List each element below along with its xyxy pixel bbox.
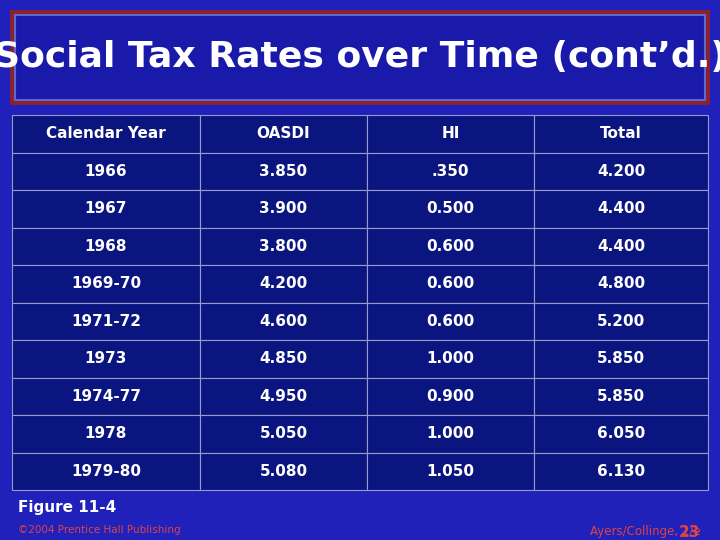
- Text: 4.850: 4.850: [259, 351, 307, 366]
- FancyBboxPatch shape: [367, 453, 534, 490]
- Text: 1967: 1967: [85, 201, 127, 216]
- Text: 3.850: 3.850: [259, 164, 307, 179]
- Text: 0.500: 0.500: [426, 201, 474, 216]
- FancyBboxPatch shape: [12, 302, 200, 340]
- FancyBboxPatch shape: [367, 190, 534, 227]
- FancyBboxPatch shape: [534, 340, 708, 377]
- Text: 1.000: 1.000: [426, 426, 474, 441]
- FancyBboxPatch shape: [534, 190, 708, 227]
- Text: 4.800: 4.800: [597, 276, 645, 291]
- Text: 1973: 1973: [85, 351, 127, 366]
- FancyBboxPatch shape: [12, 377, 200, 415]
- FancyBboxPatch shape: [534, 265, 708, 302]
- FancyBboxPatch shape: [534, 415, 708, 453]
- Text: 6.050: 6.050: [597, 426, 645, 441]
- FancyBboxPatch shape: [534, 302, 708, 340]
- Text: Total: Total: [600, 126, 642, 141]
- Text: 1.000: 1.000: [426, 351, 474, 366]
- Text: 0.900: 0.900: [426, 389, 474, 404]
- Text: OASDI: OASDI: [256, 126, 310, 141]
- FancyBboxPatch shape: [534, 227, 708, 265]
- Text: 5.850: 5.850: [597, 389, 645, 404]
- FancyBboxPatch shape: [12, 415, 200, 453]
- FancyBboxPatch shape: [534, 152, 708, 190]
- FancyBboxPatch shape: [12, 227, 200, 265]
- Text: 6.130: 6.130: [597, 464, 645, 479]
- Text: 4.600: 4.600: [259, 314, 307, 329]
- Text: 1.050: 1.050: [426, 464, 474, 479]
- FancyBboxPatch shape: [12, 265, 200, 302]
- Text: 4.950: 4.950: [259, 389, 307, 404]
- Text: 3.900: 3.900: [259, 201, 307, 216]
- Text: 5.850: 5.850: [597, 351, 645, 366]
- FancyBboxPatch shape: [367, 340, 534, 377]
- FancyBboxPatch shape: [10, 10, 710, 105]
- Text: 1978: 1978: [85, 426, 127, 441]
- Text: 4.400: 4.400: [597, 201, 645, 216]
- FancyBboxPatch shape: [200, 302, 367, 340]
- Text: 4.200: 4.200: [597, 164, 645, 179]
- Text: 0.600: 0.600: [426, 314, 474, 329]
- FancyBboxPatch shape: [534, 453, 708, 490]
- Text: Figure 11-4: Figure 11-4: [18, 500, 116, 515]
- FancyBboxPatch shape: [15, 15, 705, 100]
- Text: 1969-70: 1969-70: [71, 276, 141, 291]
- Text: 1974-77: 1974-77: [71, 389, 141, 404]
- Text: HI: HI: [441, 126, 459, 141]
- FancyBboxPatch shape: [367, 302, 534, 340]
- FancyBboxPatch shape: [200, 115, 367, 152]
- FancyBboxPatch shape: [200, 415, 367, 453]
- FancyBboxPatch shape: [200, 453, 367, 490]
- Text: 5.050: 5.050: [259, 426, 307, 441]
- FancyBboxPatch shape: [12, 152, 200, 190]
- Text: Social Tax Rates over Time (cont’d.): Social Tax Rates over Time (cont’d.): [0, 40, 720, 75]
- Text: ©2004 Prentice Hall Publishing: ©2004 Prentice Hall Publishing: [18, 525, 181, 535]
- Text: 0.600: 0.600: [426, 239, 474, 254]
- FancyBboxPatch shape: [534, 377, 708, 415]
- Text: 4.200: 4.200: [259, 276, 307, 291]
- Text: 0.600: 0.600: [426, 276, 474, 291]
- Text: Calendar Year: Calendar Year: [46, 126, 166, 141]
- FancyBboxPatch shape: [367, 152, 534, 190]
- FancyBboxPatch shape: [200, 265, 367, 302]
- FancyBboxPatch shape: [200, 190, 367, 227]
- FancyBboxPatch shape: [534, 115, 708, 152]
- Text: 5.200: 5.200: [597, 314, 645, 329]
- FancyBboxPatch shape: [12, 115, 200, 152]
- FancyBboxPatch shape: [200, 227, 367, 265]
- FancyBboxPatch shape: [200, 340, 367, 377]
- Text: 1971-72: 1971-72: [71, 314, 141, 329]
- Text: 1979-80: 1979-80: [71, 464, 141, 479]
- Text: 5.080: 5.080: [259, 464, 307, 479]
- Text: 23: 23: [679, 525, 700, 540]
- Text: 1968: 1968: [85, 239, 127, 254]
- FancyBboxPatch shape: [12, 453, 200, 490]
- FancyBboxPatch shape: [367, 265, 534, 302]
- FancyBboxPatch shape: [12, 190, 200, 227]
- FancyBboxPatch shape: [367, 227, 534, 265]
- FancyBboxPatch shape: [367, 415, 534, 453]
- Text: 3.800: 3.800: [259, 239, 307, 254]
- Text: 1966: 1966: [85, 164, 127, 179]
- Text: .350: .350: [432, 164, 469, 179]
- FancyBboxPatch shape: [367, 115, 534, 152]
- Text: 4.400: 4.400: [597, 239, 645, 254]
- FancyBboxPatch shape: [200, 377, 367, 415]
- FancyBboxPatch shape: [12, 340, 200, 377]
- FancyBboxPatch shape: [367, 377, 534, 415]
- Text: Ayers/Collinge, 1/e: Ayers/Collinge, 1/e: [590, 525, 701, 538]
- FancyBboxPatch shape: [200, 152, 367, 190]
